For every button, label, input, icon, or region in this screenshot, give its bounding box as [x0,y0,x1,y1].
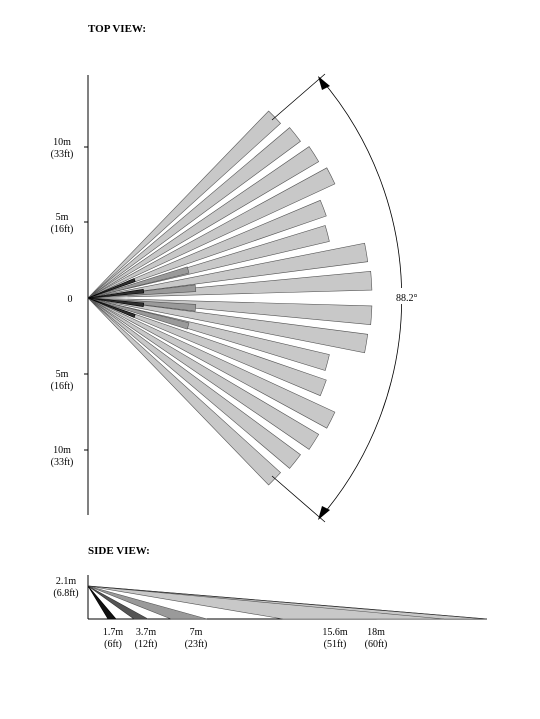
long-range-beam [87,297,369,354]
y-tick-label: (16ft) [51,224,74,235]
long-range-beam [87,146,320,299]
long-range-beam [87,127,301,299]
near-range-beam [87,297,145,308]
distance-label: (6ft) [104,639,122,650]
distance-label: 3.7m [136,627,157,638]
distance-label: (12ft) [135,639,158,650]
side-zone-3-7m [87,585,149,620]
distance-label: (51ft) [324,639,347,650]
long-range-beam [87,167,336,299]
angle-extension-line [271,475,326,523]
angle-arrowhead-top [318,76,330,90]
y-tick-label: 0 [68,294,73,305]
long-range-beam [87,297,282,486]
height-label: (6.8ft) [53,588,78,599]
side-zone-7m [87,585,208,620]
top-view-heading: TOP VIEW: [88,23,146,35]
distance-label: 18m [367,627,385,638]
side-zone-15-6m [87,585,445,620]
distance-label: (60ft) [365,639,388,650]
y-tick-label: (16ft) [51,381,74,392]
long-range-beam [87,199,327,299]
side-ray [87,585,488,620]
near-range-beam [87,288,145,299]
angle-extension-line [271,73,326,121]
mid-range-beam [87,297,190,330]
distance-label: 1.7m [103,627,124,638]
y-tick-label: 10m [53,445,71,456]
y-tick-label: (33ft) [51,149,74,160]
height-label: 2.1m [56,576,77,587]
y-tick-label: 5m [56,212,69,223]
side-zone-1-7m [87,585,117,620]
angle-arc [319,77,403,519]
near-range-beam [87,297,136,318]
detection-beams [87,110,373,486]
distance-label: 15.6m [322,627,348,638]
long-range-beam [87,242,369,299]
long-range-beam [87,297,336,429]
long-range-beam [87,297,327,397]
y-tick-label: 10m [53,137,71,148]
long-range-beam [87,297,320,450]
angle-arrowhead-bottom [318,506,330,520]
distance-label: (23ft) [185,639,208,650]
y-tick-label: 5m [56,369,69,380]
angle-label: 88.2° [396,293,418,304]
y-tick-label: (33ft) [51,457,74,468]
distance-label: 7m [190,627,203,638]
long-range-beam [87,297,301,469]
near-range-beam [87,278,136,299]
long-range-beam [87,110,282,299]
mid-range-beam [87,266,190,299]
side-view-heading: SIDE VIEW: [88,545,150,557]
